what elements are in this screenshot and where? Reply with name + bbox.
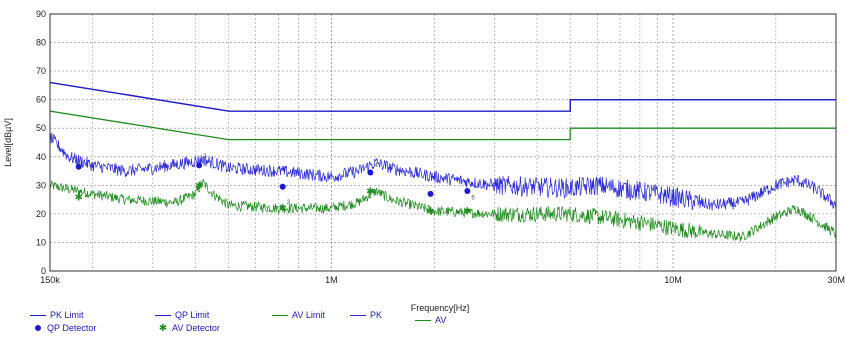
y-axis-label: Level[dBµV] [3, 118, 13, 167]
legend-av-label: AV [435, 315, 447, 325]
legend-pk-limit-label: PK Limit [50, 310, 84, 320]
marker-label: 4 [374, 163, 378, 169]
legend-qp-limit: QP Limit [155, 310, 209, 320]
y-tick-label: 30 [36, 180, 46, 190]
series-av-limit [49, 110, 836, 141]
y-tick-label: 90 [36, 9, 46, 19]
qp-detector-point [367, 169, 374, 176]
legend-av-detector-label: AV Detector [172, 323, 220, 333]
av-limit-swatch [272, 314, 288, 316]
legend: PK Limit QP Limit AV Limit PK AV QP Dete… [30, 310, 590, 338]
av-detector-swatch: ✱ [158, 322, 168, 334]
marker-label: 3 [287, 200, 291, 206]
x-axis-label: Frequency[Hz] [411, 303, 470, 313]
plot-area [50, 14, 836, 271]
legend-pk-limit: PK Limit [30, 310, 84, 320]
x-tick-label: 10M [664, 275, 682, 285]
series-layer: ✱ ✱ ✱ ✱ ✱ ✱ 2 3 4 6 [49, 81, 837, 242]
pk-swatch [350, 314, 366, 316]
qp-limit-swatch [155, 314, 171, 316]
legend-av-limit-label: AV Limit [292, 310, 325, 320]
av-detector-point: ✱ [366, 187, 374, 198]
legend-qp-limit-label: QP Limit [175, 310, 210, 320]
legend-av-detector: ✱ AV Detector [155, 323, 220, 333]
av-swatch [415, 319, 431, 321]
x-tick-label: 150k [40, 275, 60, 285]
x-tick-label: 30M [827, 275, 845, 285]
qp-detector-point [75, 163, 82, 170]
series-pk-limit [49, 81, 836, 112]
y-tick-label: 10 [36, 237, 46, 247]
qp-detector-point [279, 183, 286, 190]
y-tick-label: 60 [36, 95, 46, 105]
y-tick-label: 70 [36, 66, 46, 76]
marker-label: 6 [471, 196, 475, 202]
legend-av: AV [415, 315, 446, 325]
y-tick-label: 40 [36, 152, 46, 162]
y-tick-label: 50 [36, 123, 46, 133]
qp-detector-point [427, 190, 434, 197]
legend-av-limit: AV Limit [272, 310, 325, 320]
av-detector-point: ✱ [426, 207, 434, 218]
legend-pk-label: PK [370, 310, 383, 320]
legend-qp-detector: QP Detector [30, 323, 96, 333]
pk-limit-swatch [30, 314, 46, 316]
marker-label: 2 [203, 154, 207, 160]
plot-border [49, 13, 837, 272]
av-detector-point: ✱ [74, 192, 82, 203]
av-detector-point: ✱ [279, 204, 287, 215]
x-axis-ticks: 150k 1M 10M 30M [40, 275, 845, 285]
y-tick-label: 0 [41, 266, 46, 276]
qp-detector-point [464, 188, 471, 195]
legend-pk: PK [350, 310, 382, 320]
series-av [49, 178, 837, 242]
qp-detector-point [196, 162, 203, 169]
qp-detector-swatch [35, 325, 41, 331]
y-tick-label: 80 [36, 38, 46, 48]
av-detector-point: ✱ [195, 181, 203, 192]
series-pk [49, 132, 837, 211]
x-tick-label: 1M [325, 275, 338, 285]
y-tick-label: 20 [36, 209, 46, 219]
legend-qp-detector-label: QP Detector [47, 323, 97, 333]
av-detector-point: ✱ [463, 207, 471, 218]
y-axis-ticks: 0 10 20 30 40 50 60 70 80 90 [36, 9, 46, 276]
